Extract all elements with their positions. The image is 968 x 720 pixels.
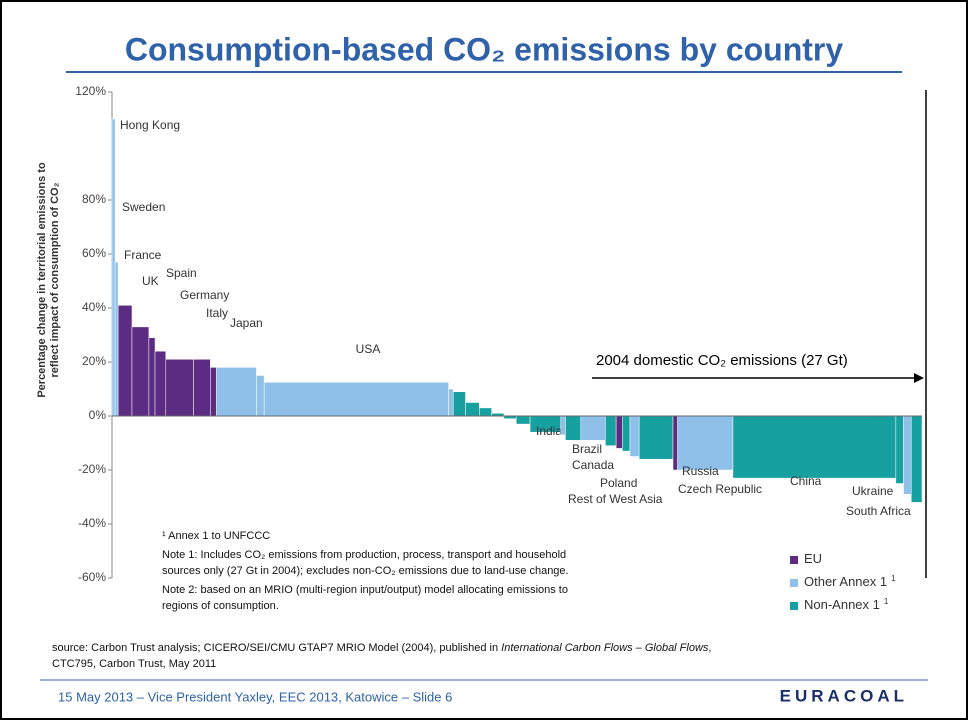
bar — [672, 415, 678, 471]
bar — [677, 415, 734, 471]
source-text: source: Carbon Trust analysis; CICERO/SE… — [52, 642, 501, 654]
source-text: , — [708, 642, 711, 654]
bar — [903, 415, 912, 495]
legend-label: EU — [804, 551, 822, 566]
bar-label: Canada — [572, 458, 614, 472]
legend-swatch — [790, 579, 798, 587]
bar — [452, 391, 466, 417]
y-tick-label: 0% — [89, 408, 107, 422]
legend-text: Other Annex 1 — [804, 574, 887, 589]
logo: EURACOAL — [780, 686, 908, 705]
bar — [605, 415, 617, 446]
bar — [114, 261, 119, 417]
note: ¹ Annex 1 to UNFCCC — [162, 530, 270, 542]
y-tick-label: -40% — [78, 516, 106, 530]
legend-superscript: 1 — [891, 574, 896, 583]
bar — [216, 367, 257, 417]
y-tick-label: 60% — [82, 246, 106, 260]
note: Note 1: Includes CO₂ emissions from prod… — [162, 549, 566, 561]
bar — [638, 415, 674, 460]
legend-swatch — [790, 556, 798, 564]
bar-label: Czech Republic — [678, 482, 762, 496]
bar-label: Russia — [682, 464, 719, 478]
y-axis-label-line: Percentage change in territorial emissio… — [36, 162, 48, 398]
bar-label: Spain — [166, 266, 197, 280]
legend-text: Non-Annex 1 — [804, 597, 880, 612]
bar — [615, 415, 623, 449]
bar — [210, 367, 217, 417]
bar — [148, 337, 156, 417]
note: sources only (27 Gt in 2004); excludes n… — [162, 565, 569, 577]
bar-label: Hong Kong — [120, 118, 180, 132]
arrow-head — [914, 373, 924, 383]
bar-label: Japan — [230, 316, 263, 330]
y-tick-label: -60% — [78, 570, 106, 584]
bar — [622, 415, 631, 452]
y-axis-label-line: reflect impact of consumption of CO₂ — [49, 182, 61, 377]
bar-label: Germany — [180, 288, 229, 302]
legend-label: Other Annex 1 1 — [804, 574, 896, 589]
bar-label: Poland — [600, 476, 637, 490]
source-title: International Carbon Flows – Global Flow… — [501, 642, 709, 654]
bar — [732, 415, 897, 479]
bar-label: Brazil — [572, 442, 602, 456]
y-tick-label: 120% — [75, 84, 106, 98]
bar — [256, 375, 265, 417]
legend-text: EU — [804, 551, 822, 566]
bar — [165, 359, 194, 417]
bar-label: USA — [356, 342, 381, 356]
title: Consumption-based CO₂ emissions by count… — [125, 31, 844, 67]
bar — [515, 415, 531, 425]
bar-label: Sweden — [122, 200, 165, 214]
bar — [910, 415, 923, 503]
bar-label: UK — [142, 274, 159, 288]
note: regions of consumption. — [162, 600, 279, 612]
bar-label: Rest of West Asia — [568, 492, 663, 506]
bar-label: Italy — [206, 306, 228, 320]
bar — [565, 415, 582, 441]
bar — [154, 350, 167, 417]
legend-swatch — [790, 602, 798, 610]
note: Note 2: based on an MRIO (multi-region i… — [162, 584, 568, 596]
bar — [895, 415, 904, 484]
y-tick-label: 40% — [82, 300, 106, 314]
bar — [131, 326, 150, 417]
bar — [111, 118, 116, 417]
bar — [479, 407, 492, 417]
y-axis-label: Percentage change in territorial emissio… — [36, 162, 61, 398]
legend-superscript: 1 — [884, 597, 889, 606]
source: source: Carbon Trust analysis; CICERO/SE… — [52, 642, 711, 654]
footer-text: 15 May 2013 – Vice President Yaxley, EEC… — [58, 689, 452, 704]
source: CTC795, Carbon Trust, May 2011 — [52, 658, 216, 670]
y-tick-label: 20% — [82, 354, 106, 368]
y-tick-label: 80% — [82, 192, 106, 206]
bar-label: Ukraine — [852, 484, 894, 498]
bar-label: India — [536, 424, 562, 438]
bar — [560, 415, 566, 436]
bar — [629, 415, 640, 457]
bar-label: South Africa — [846, 504, 911, 518]
bar — [465, 402, 480, 417]
bar-label: France — [124, 248, 162, 262]
bar — [263, 382, 449, 417]
legend-label: Non-Annex 1 1 — [804, 597, 889, 612]
y-tick-label: -20% — [78, 462, 106, 476]
width-label: 2004 domestic CO₂ emissions (27 Gt) — [596, 352, 848, 369]
bar — [117, 305, 133, 417]
bar — [448, 388, 454, 417]
bar — [193, 359, 211, 417]
bar — [580, 415, 606, 441]
bar-label: China — [790, 474, 822, 488]
